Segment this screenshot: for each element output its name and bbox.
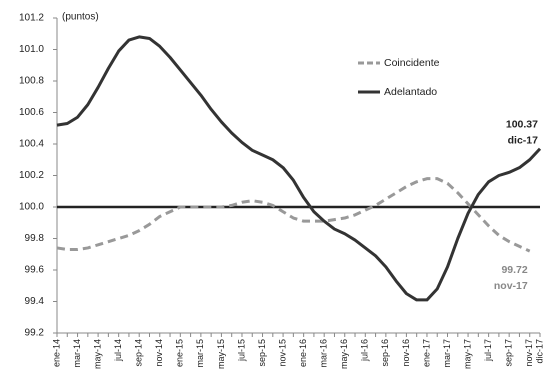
annotation: dic-17 [508,135,539,147]
x-tick-label: sep-15 [257,339,267,367]
x-tick-label: nov-17 [524,339,534,367]
x-tick-label: dic-17 [534,339,544,364]
x-tick-label: sep-14 [134,339,144,367]
x-tick-label: mar-16 [319,339,329,368]
y-tick-label: 99.2 [25,328,45,339]
x-tick-label: nov-15 [277,339,287,367]
x-tick-label: mar-17 [442,339,452,368]
x-tick-label: ene-17 [421,339,431,367]
x-tick-label: ene-14 [51,339,61,367]
annotation: 100.37 [506,119,538,131]
y-tick-label: 101.2 [19,13,44,24]
x-tick-label: ene-16 [298,339,308,367]
series-line [56,177,531,253]
y-tick-label: 99.8 [25,233,45,244]
x-tick-label: sep-17 [504,339,514,367]
x-tick-label: ene-15 [175,339,185,367]
series-line [56,35,542,302]
legend-label: Adelantado [384,86,437,98]
x-tick-label: may-17 [462,339,472,369]
x-tick-label: jul-14 [113,339,123,362]
x-tick-label: jul-16 [360,339,370,362]
y-tick-label: 100.8 [19,76,44,87]
y-tick-label: 101.0 [19,44,44,55]
x-tick-label: jul-17 [483,339,493,362]
annotation: nov-17 [494,280,528,292]
annotation: 99.72 [501,264,527,276]
y-tick-label: 99.4 [25,296,45,307]
y-tick-label: 99.6 [25,265,45,276]
x-tick-label: mar-15 [195,339,205,368]
x-tick-label: may-14 [92,339,102,369]
x-tick-label: jul-15 [236,339,246,362]
y-tick-label: 100.2 [19,170,44,181]
y-unit-label: (puntos) [62,12,99,23]
x-tick-label: nov-14 [154,339,164,367]
legend-label: Coincidente [384,57,440,69]
y-tick-label: 100.6 [19,107,44,118]
x-tick-label: sep-16 [380,339,390,367]
x-tick-label: may-15 [216,339,226,369]
x-tick-label: mar-14 [72,339,82,368]
x-tick-label: nov-16 [401,339,411,367]
x-tick-label: may-16 [339,339,349,369]
y-tick-label: 100.4 [19,139,44,150]
y-tick-label: 100.0 [19,202,44,213]
